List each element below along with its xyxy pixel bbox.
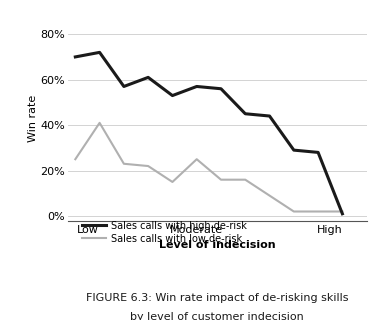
Y-axis label: Win rate: Win rate <box>28 95 38 142</box>
Text: FIGURE 6.3: Win rate impact of de-risking skills: FIGURE 6.3: Win rate impact of de-riskin… <box>86 293 349 303</box>
X-axis label: Level of indecision: Level of indecision <box>159 240 276 250</box>
Legend: Sales calls with high de-risk, Sales calls with low de-risk: Sales calls with high de-risk, Sales cal… <box>82 221 247 244</box>
Text: by level of customer indecision: by level of customer indecision <box>130 312 304 320</box>
